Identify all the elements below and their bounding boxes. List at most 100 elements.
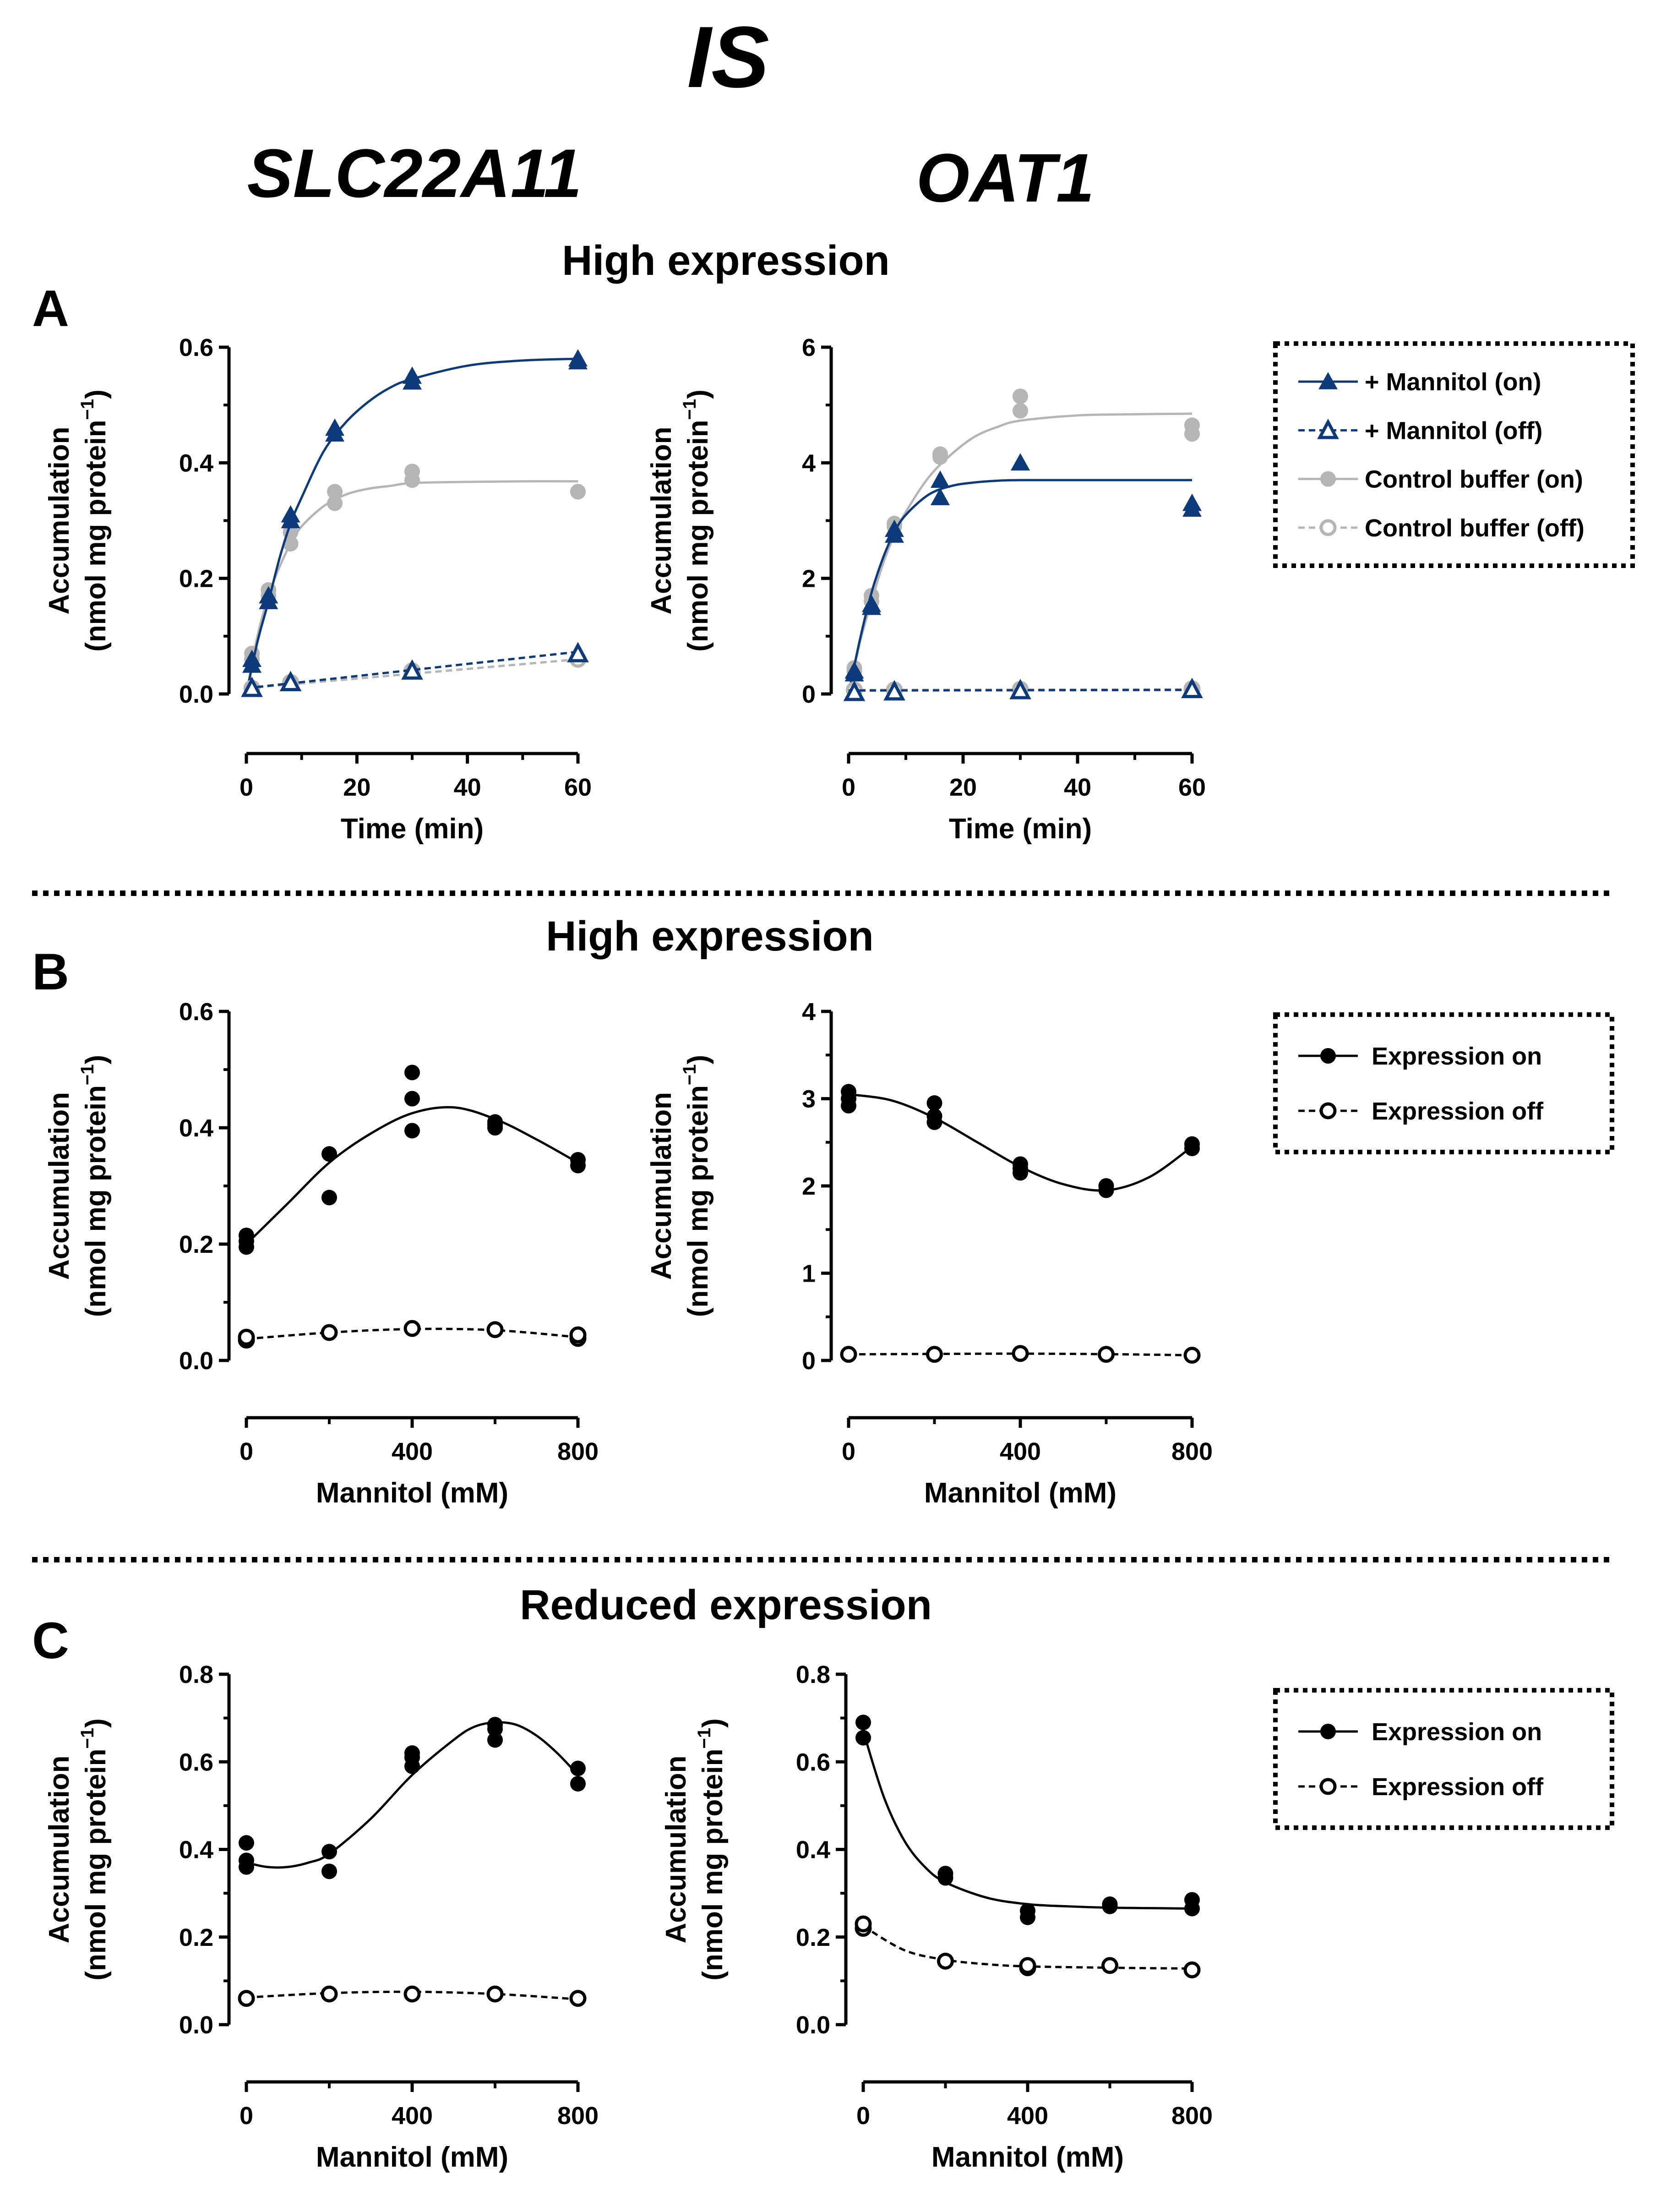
legend-marker [1319, 1778, 1337, 1795]
y-axis-label-close: ) [80, 389, 112, 399]
x-tick-label: 0 [856, 2102, 870, 2130]
data-point [404, 1091, 420, 1107]
y-tick-label: 0.8 [179, 1661, 213, 1688]
data-point [1012, 1345, 1029, 1362]
data-point [1013, 403, 1028, 419]
data-point [1098, 1346, 1115, 1363]
x-tick-label: 400 [1000, 1438, 1041, 1465]
data-point [1102, 1896, 1118, 1912]
y-tick-label: 0.6 [796, 1748, 830, 1776]
panel-letter-c: C [32, 1612, 69, 1669]
y-tick-label: 0.8 [796, 1661, 830, 1688]
legend-marker [1320, 1724, 1336, 1739]
series-mannitol-on [844, 453, 1202, 694]
legend-item: + Mannitol (on) [1298, 368, 1541, 396]
data-point [570, 484, 586, 500]
column-header-slc22a11: SLC22A11 [247, 135, 582, 212]
legend-label: Control buffer (on) [1365, 466, 1583, 493]
y-axis-label-close: ) [697, 1718, 729, 1728]
data-point [327, 495, 343, 511]
data-point [1020, 1903, 1035, 1919]
data-point [486, 1985, 504, 2003]
data-point [404, 464, 420, 480]
legend-marker [1320, 1048, 1336, 1064]
x-tick-label: 20 [343, 774, 370, 801]
data-point [926, 1346, 943, 1363]
data-point [321, 1324, 338, 1341]
y-tick-label: 0.2 [796, 1924, 830, 1951]
x-tick-label: 400 [392, 1438, 433, 1465]
x-tick-label: 0 [240, 1438, 253, 1465]
x-axis-label: Time (min) [341, 813, 484, 845]
legend-item: + Mannitol (off) [1298, 417, 1542, 444]
y-tick-label: 0.6 [179, 998, 213, 1026]
y-tick-label: 0 [802, 1347, 816, 1375]
x-tick-label: 20 [949, 774, 977, 801]
x-tick-label: 800 [1171, 1438, 1213, 1465]
data-point [840, 1346, 857, 1363]
legend-panel-a: + Mannitol (on) + Mannitol (off) Control b… [1273, 341, 1635, 568]
legend-label: Expression off [1372, 1098, 1544, 1125]
data-point [567, 642, 589, 662]
data-point [321, 1190, 337, 1206]
x-tick-label: 800 [557, 2102, 599, 2130]
data-point [926, 1095, 942, 1111]
data-point [883, 680, 905, 701]
legend-label: + Mannitol (on) [1365, 368, 1541, 396]
y-axis-label: Accumulation [646, 1092, 677, 1280]
data-point [239, 1227, 254, 1243]
x-tick-label: 800 [557, 1438, 599, 1465]
y-tick-label: 3 [802, 1086, 816, 1113]
y-tick-label: 0.6 [179, 334, 213, 361]
series-expression-off [855, 1915, 1201, 1978]
legend-label: + Mannitol (off) [1365, 417, 1542, 444]
series-expression-on [239, 1065, 586, 1255]
series-expression-on [239, 1716, 586, 1879]
legend-box [1273, 341, 1635, 568]
panel-letter-a: A [32, 280, 69, 337]
y-axis-label-units: (nmol mg protein−1) [77, 389, 112, 652]
y-tick-label: 4 [802, 449, 816, 477]
data-point [841, 1084, 856, 1100]
data-point [1184, 417, 1200, 433]
data-point [885, 519, 904, 537]
series-mannitol-off [241, 642, 589, 697]
series-expression-on [841, 1084, 1200, 1198]
y-tick-label: 1 [802, 1260, 816, 1288]
legend-box [1273, 1012, 1614, 1154]
y-tick-label: 0.2 [179, 1924, 213, 1951]
data-point [1011, 453, 1030, 471]
x-axis-label: Time (min) [949, 813, 1092, 845]
data-point [403, 1985, 421, 2003]
y-tick-label: 0.0 [796, 2011, 830, 2039]
data-point [327, 484, 343, 500]
x-axis-label: Mannitol (mM) [316, 2141, 508, 2173]
x-tick-label: 60 [564, 774, 592, 801]
series-fit-curve [246, 1721, 579, 1869]
data-point [239, 1852, 254, 1868]
data-point [321, 1844, 337, 1860]
y-tick-label: 2 [802, 1173, 816, 1200]
chart-a1: 0.0 0.2 0.4 0.6 0 20 40 60 Time (min) Accumulatio… [44, 334, 592, 845]
x-tick-label: 40 [1064, 774, 1091, 801]
y-axis-label-close: ) [80, 1055, 112, 1065]
y-tick-label: 4 [802, 998, 816, 1026]
y-tick-label: 0.0 [179, 681, 213, 708]
series-fit-curve [862, 1925, 1193, 1970]
y-tick-label: 0 [802, 681, 816, 708]
x-axis-label: Mannitol (mM) [931, 2141, 1124, 2173]
legend-panel-c: Expression on Expression off [1273, 1688, 1614, 1830]
legend-item: Control buffer (on) [1298, 466, 1583, 493]
x-tick-label: 800 [1171, 2102, 1213, 2130]
series-mannitol-on [242, 349, 588, 694]
legend-item: Expression on [1298, 1718, 1542, 1746]
data-point [931, 488, 950, 505]
y-axis-label-units: (nmol mg protein−1) [694, 1718, 729, 1981]
y-tick-label: 2 [802, 565, 816, 593]
data-point [1009, 678, 1031, 699]
series-fit-curve [246, 1990, 578, 2001]
series-fit-curve [246, 1327, 578, 1340]
y-axis-label-superscript: −1 [680, 1064, 700, 1085]
data-point [238, 1328, 255, 1346]
